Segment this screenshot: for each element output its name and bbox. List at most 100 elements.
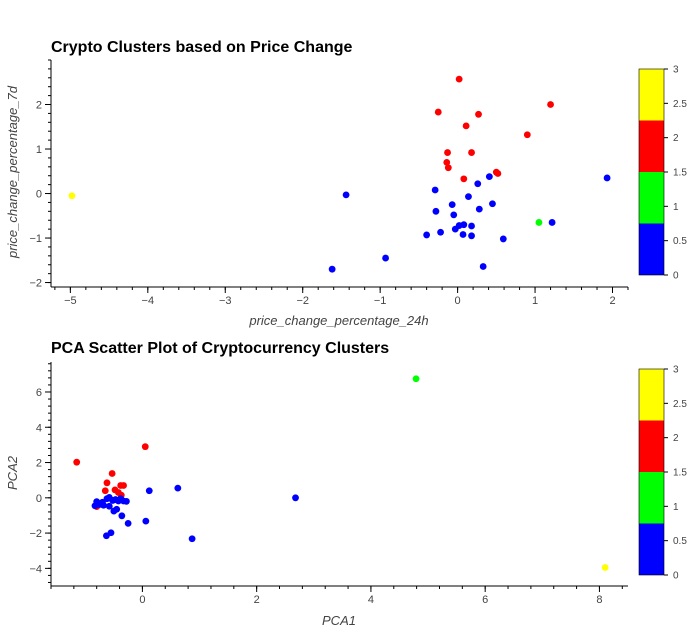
data-point: [535, 219, 543, 226]
data-point: [412, 375, 420, 383]
data-point: [437, 228, 444, 236]
x-axis-label: price_change_percentage_24h: [248, 313, 428, 328]
data-point: [124, 519, 132, 527]
data-point: [444, 149, 451, 156]
y-tick-label: −2: [29, 528, 42, 540]
color-bar-tick-label: 1.5: [673, 468, 687, 479]
x-tick-label: 8: [596, 594, 602, 606]
data-point: [475, 205, 483, 213]
color-bar-tick-label: 2.5: [673, 99, 687, 110]
x-tick-label: −4: [142, 295, 155, 307]
data-point: [601, 564, 609, 571]
data-point: [99, 498, 106, 506]
chart-title: PCA Scatter Plot of Cryptocurrency Clust…: [51, 340, 389, 357]
data-point: [460, 175, 468, 183]
y-tick-label: −2: [29, 278, 42, 290]
data-point: [443, 158, 451, 166]
y-axis-label: price_change_percentage_7d: [5, 85, 20, 259]
x-tick-label: −1: [374, 295, 387, 307]
data-point: [499, 235, 507, 243]
x-tick-label: 4: [368, 594, 374, 606]
y-tick-label: 6: [36, 387, 42, 399]
data-point: [603, 174, 611, 182]
color-bar-bin: [639, 223, 664, 275]
data-point: [174, 484, 182, 492]
data-point: [93, 498, 101, 506]
data-point: [101, 487, 109, 495]
data-point: [145, 487, 153, 495]
color-bar-bin: [639, 69, 664, 121]
data-point: [142, 517, 150, 525]
x-tick-label: 0: [139, 594, 145, 606]
y-tick-label: −4: [29, 563, 42, 575]
color-bar-tick-label: 2: [673, 133, 679, 144]
data-point: [444, 164, 452, 172]
data-point: [120, 482, 127, 489]
x-tick-label: 6: [482, 594, 488, 606]
color-bar-tick-label: 0: [673, 271, 679, 282]
y-tick-label: −1: [29, 233, 42, 245]
data-point: [468, 232, 475, 240]
data-point: [328, 265, 336, 273]
x-tick-label: 2: [609, 295, 615, 307]
data-point: [475, 110, 482, 118]
x-tick-label: 2: [254, 594, 260, 606]
y-tick-label: 4: [36, 422, 42, 434]
y-axis-label: PCA2: [5, 455, 20, 490]
color-bar-tick-label: 0: [673, 571, 679, 582]
data-point: [479, 263, 487, 270]
data-point: [188, 535, 196, 543]
data-point: [105, 502, 113, 510]
data-point: [68, 192, 76, 200]
data-point: [548, 219, 556, 226]
data-point: [468, 222, 475, 230]
y-tick-label: 0: [36, 493, 42, 505]
data-point: [465, 193, 472, 201]
data-point: [523, 131, 531, 139]
data-point: [103, 479, 111, 487]
data-point: [432, 207, 440, 215]
chart-title: Crypto Clusters based on Price Change: [51, 39, 353, 56]
data-point: [423, 231, 431, 239]
plot-price-change: Crypto Clusters based on Price Change pr…: [5, 39, 687, 328]
data-point: [141, 443, 149, 451]
x-axis-label: PCA1: [322, 613, 356, 628]
data-point: [450, 211, 458, 219]
color-bar-bin: [639, 120, 664, 172]
x-tick-label: −2: [296, 295, 309, 307]
color-bar-bin: [639, 420, 664, 472]
data-point: [460, 221, 468, 229]
data-point: [123, 497, 130, 505]
data-point: [485, 173, 493, 181]
data-point: [434, 108, 442, 116]
color-bar-bin: [639, 523, 664, 575]
color-bar-tick-label: 3: [673, 65, 679, 76]
color-bar-bin: [639, 369, 664, 421]
data-point: [342, 191, 350, 199]
data-point: [103, 495, 111, 503]
data-point: [73, 458, 81, 466]
data-point: [494, 170, 502, 177]
data-point: [489, 200, 496, 208]
y-tick-label: 2: [36, 100, 42, 112]
color-bar-tick-label: 1.5: [673, 168, 687, 179]
color-bar-tick-label: 2: [673, 433, 679, 444]
color-bar-tick-label: 1: [673, 502, 679, 513]
x-tick-label: −3: [219, 295, 232, 307]
data-point: [474, 180, 482, 188]
data-point: [108, 470, 116, 477]
x-tick-label: 0: [455, 295, 461, 307]
color-bar-tick-label: 3: [673, 365, 679, 376]
plot-pca: PCA Scatter Plot of Cryptocurrency Clust…: [5, 340, 687, 628]
data-point: [107, 529, 115, 537]
color-bar-bin: [639, 472, 664, 524]
data-point: [459, 231, 467, 238]
color-bar-tick-label: 1: [673, 202, 679, 213]
data-point: [292, 494, 299, 502]
data-point: [468, 149, 475, 156]
color-bar-tick-label: 0.5: [673, 236, 687, 247]
data-point: [455, 75, 463, 83]
y-tick-label: 1: [36, 144, 42, 156]
x-tick-label: 1: [532, 295, 538, 307]
